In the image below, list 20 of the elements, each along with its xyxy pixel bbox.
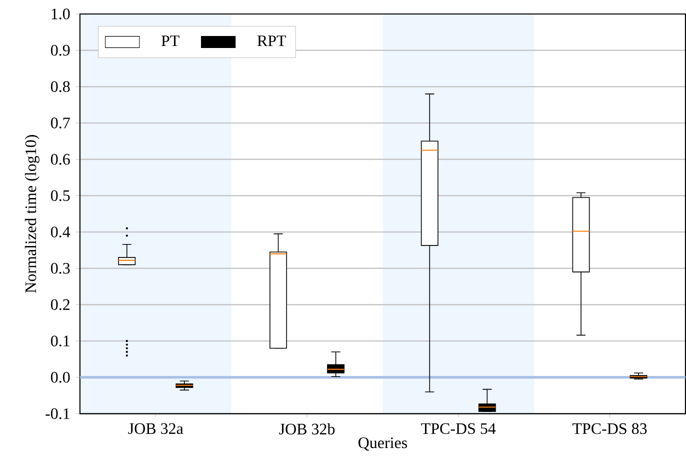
x-tick-label: JOB 32b: [279, 423, 335, 435]
y-axis-title: Normalized time (log10): [24, 135, 40, 294]
y-tick-label: 0.2: [50, 299, 70, 310]
x-tick-label: TPC-DS 54: [421, 423, 496, 434]
y-tick-label: -0.1: [46, 408, 70, 420]
y-tick-label: 0.7: [50, 118, 70, 129]
y-tick-label: 0.1: [50, 336, 70, 347]
legend-label: PT: [161, 36, 180, 46]
y-tick-label: 0.0: [50, 372, 70, 383]
y-tick-label: 0.8: [50, 81, 70, 92]
y-tick-label: 1.0: [52, 8, 70, 20]
x-tick-label: TPC-DS 83: [572, 423, 647, 434]
y-tick-label: 0.4: [50, 226, 70, 238]
y-tick-label: 0.6: [50, 154, 70, 165]
y-tick-label: 0.9: [50, 45, 70, 56]
x-tick-label: JOB 32a: [128, 423, 184, 434]
x-axis-title: Queries: [358, 438, 407, 451]
y-tick-label: 0.5: [50, 190, 70, 202]
legend-label: RPT: [257, 36, 286, 46]
y-tick-label: 0.3: [50, 263, 70, 274]
